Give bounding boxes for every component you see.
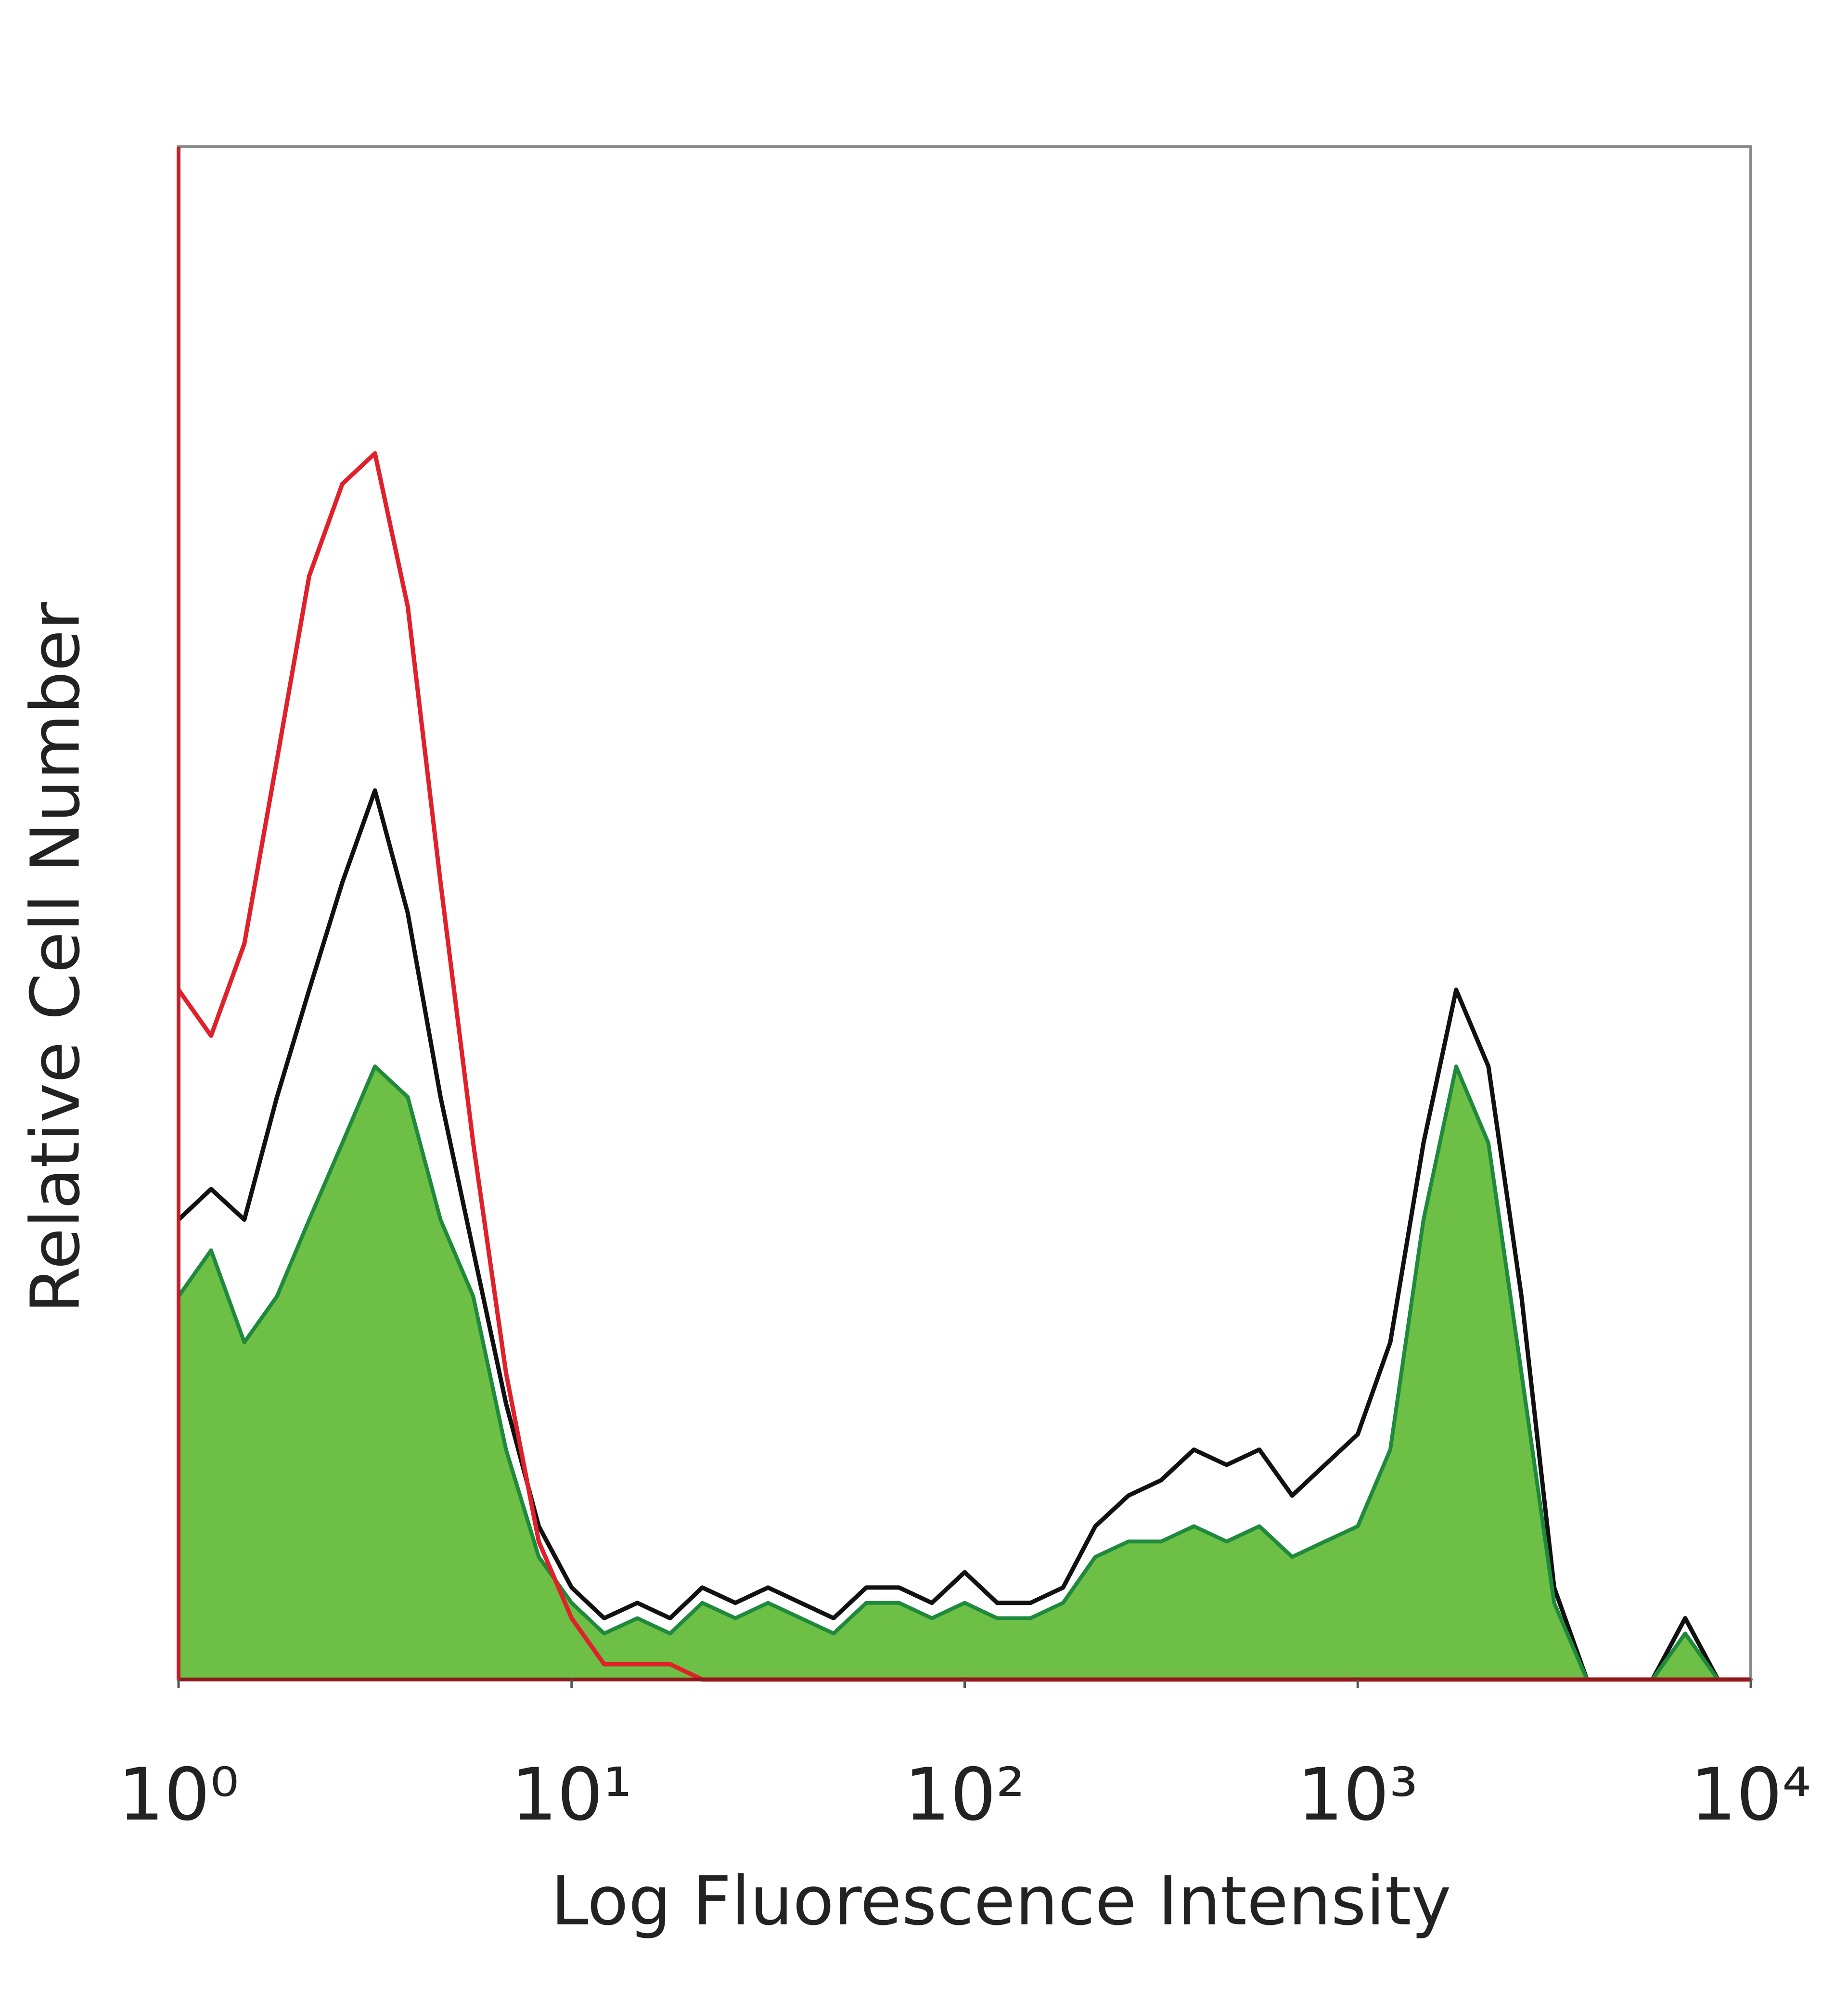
- x-tick-label: 10³: [1297, 1753, 1418, 1837]
- x-tick-label: 10²: [904, 1753, 1025, 1837]
- x-axis-label: Log Fluorescence Intensity: [551, 1862, 1451, 1941]
- histogram-area: [177, 1064, 1753, 1681]
- x-tick-label: 10¹: [511, 1753, 632, 1837]
- x-tick-label: 10⁰: [118, 1753, 239, 1837]
- y-axis-label: Relative Cell Number: [17, 602, 95, 1313]
- x-tick-label: 10⁴: [1690, 1753, 1811, 1837]
- histogram-line: [177, 788, 1751, 1682]
